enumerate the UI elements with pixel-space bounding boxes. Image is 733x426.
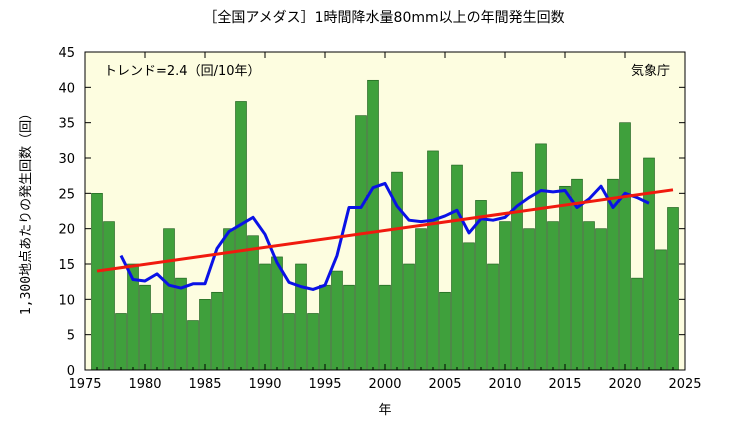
x-tick-label-2025: 2025 xyxy=(668,377,701,392)
bar-2009 xyxy=(487,263,499,371)
bar-2005 xyxy=(439,291,451,371)
bar-2012 xyxy=(523,228,535,371)
y-axis: 0 5 10 15 20 25 30 35 40 45 xyxy=(58,46,685,379)
bar-2004 xyxy=(427,150,439,371)
bar-2013 xyxy=(535,143,547,371)
bar-1996 xyxy=(331,270,343,371)
bar-1997 xyxy=(343,284,355,371)
x-tick-label-2015: 2015 xyxy=(548,377,581,392)
x-axis: 1975 1980 1985 1990 1995 2000 2005 2010 2015 2020… xyxy=(68,52,702,392)
moving-average-line xyxy=(119,181,650,291)
x-tick-label-2020: 2020 xyxy=(608,377,641,392)
bar-2023 xyxy=(655,249,667,371)
y-axis-label: 1,300地点あたりの発生回数（回） xyxy=(19,107,34,315)
y-tick-label-0: 0 xyxy=(67,364,75,379)
x-tick-label-2005: 2005 xyxy=(428,377,461,392)
x-tick-label-1975: 1975 xyxy=(68,377,101,392)
bar-2018 xyxy=(595,228,607,371)
bar-1990 xyxy=(259,263,271,371)
bar-1994 xyxy=(307,313,319,371)
y-tick-label-40: 40 xyxy=(58,81,75,96)
trend-annotation: トレンド=2.4（回/10年） xyxy=(104,64,261,79)
bar-1999 xyxy=(367,79,379,371)
bar-1985 xyxy=(199,299,211,371)
bar-1988 xyxy=(235,101,247,371)
bar-1989 xyxy=(247,235,259,371)
chart-title: ［全国アメダス］1時間降水量80mm以上の年間発生回数 xyxy=(203,9,564,26)
y-tick-label-30: 30 xyxy=(58,152,75,167)
y-tick-label-35: 35 xyxy=(58,117,75,132)
bar-1998 xyxy=(355,115,367,371)
bar-1993 xyxy=(295,263,307,371)
bar-1981 xyxy=(151,313,163,371)
y-tick-label-25: 25 xyxy=(58,187,75,202)
x-tick-label-1985: 1985 xyxy=(188,377,221,392)
bar-1986 xyxy=(211,291,223,371)
bar-1980 xyxy=(139,284,151,371)
trend-line xyxy=(96,188,674,273)
bar-2024 xyxy=(667,207,679,371)
x-tick-label-2010: 2010 xyxy=(488,377,521,392)
bar-1978 xyxy=(115,313,127,371)
bar-1991 xyxy=(271,256,283,371)
bar-2000 xyxy=(379,284,391,371)
y-tick-label-15: 15 xyxy=(58,258,75,273)
bar-2021 xyxy=(631,277,643,371)
bar-1982 xyxy=(163,228,175,371)
bar-1995 xyxy=(319,284,331,371)
bar-2014 xyxy=(547,221,559,371)
x-tick-label-1990: 1990 xyxy=(248,377,281,392)
y-tick-label-10: 10 xyxy=(58,293,75,308)
x-axis-label: 年 xyxy=(378,403,391,418)
bar-2003 xyxy=(415,228,427,371)
bar-2007 xyxy=(463,242,475,371)
source-annotation: 気象庁 xyxy=(631,63,670,79)
bar-1984 xyxy=(187,320,199,371)
x-tick-label-2000: 2000 xyxy=(368,377,401,392)
bar-1977 xyxy=(103,221,115,371)
y-tick-label-5: 5 xyxy=(67,329,75,344)
bar-1983 xyxy=(175,277,187,371)
bar-2017 xyxy=(583,221,595,371)
x-tick-label-1980: 1980 xyxy=(128,377,161,392)
bar-1976 xyxy=(91,193,103,371)
bar-1987 xyxy=(223,228,235,371)
y-tick-label-20: 20 xyxy=(58,223,75,238)
bar-2006 xyxy=(451,164,463,371)
bar-2010 xyxy=(499,221,511,371)
bar-1992 xyxy=(283,313,295,371)
x-tick-label-1995: 1995 xyxy=(308,377,341,392)
y-tick-label-45: 45 xyxy=(58,46,75,61)
bar-2015 xyxy=(559,185,571,371)
bar-2020 xyxy=(619,122,631,371)
bar-2008 xyxy=(475,200,487,371)
bar-2002 xyxy=(403,263,415,371)
bar-2022 xyxy=(643,157,655,371)
line-series xyxy=(96,181,674,291)
